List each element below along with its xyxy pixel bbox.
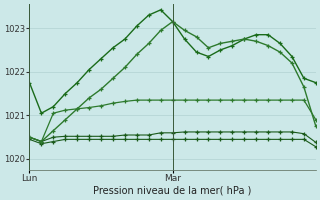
X-axis label: Pression niveau de la mer( hPa ): Pression niveau de la mer( hPa ) — [93, 186, 252, 196]
